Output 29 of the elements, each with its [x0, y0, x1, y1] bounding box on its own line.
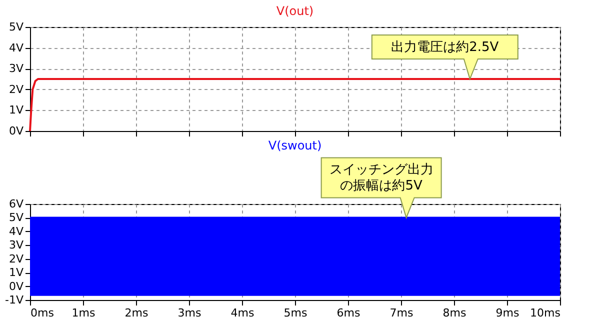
x-tick-label: 7ms: [390, 306, 414, 320]
y-tick-label: 6V: [8, 198, 24, 210]
y-tick-label: 4V: [8, 41, 24, 54]
y-tick-label: 5V: [8, 211, 24, 224]
x-tick-label: 5ms: [284, 306, 308, 320]
y-tick-label: 3V: [8, 238, 24, 252]
y-tick-label: 2V: [8, 252, 24, 266]
annotation: スイッチング出力の振幅は約5V: [329, 162, 434, 194]
y-tick-label: 4V: [8, 224, 24, 238]
x-tick-label: 10ms: [530, 306, 561, 320]
x-tick-label: 0ms: [30, 306, 54, 320]
y-tick-label: 0V: [8, 280, 24, 293]
y-tick-label: 3V: [8, 62, 24, 76]
x-tick-label: 8ms: [442, 306, 466, 320]
x-tick-label: 4ms: [230, 306, 254, 320]
y-tick-label: 1V: [8, 266, 24, 280]
annotation: 出力電圧は約2.5V: [391, 40, 499, 55]
x-tick-label: 2ms: [124, 306, 148, 320]
x-tick-label: 9ms: [496, 306, 520, 320]
y-tick-label: 1V: [8, 104, 24, 117]
chart-title: V(swout): [268, 138, 322, 153]
x-tick-label: 3ms: [178, 306, 202, 320]
y-tick-label: 0V: [8, 124, 24, 138]
x-tick-label: 1ms: [72, 306, 96, 320]
y-tick-label: 5V: [8, 20, 24, 34]
chart-title: V(out): [276, 4, 314, 18]
x-tick-label: 6ms: [336, 306, 360, 320]
y-tick-label: 2V: [8, 82, 24, 96]
y-tick-label: -1V: [5, 294, 24, 306]
